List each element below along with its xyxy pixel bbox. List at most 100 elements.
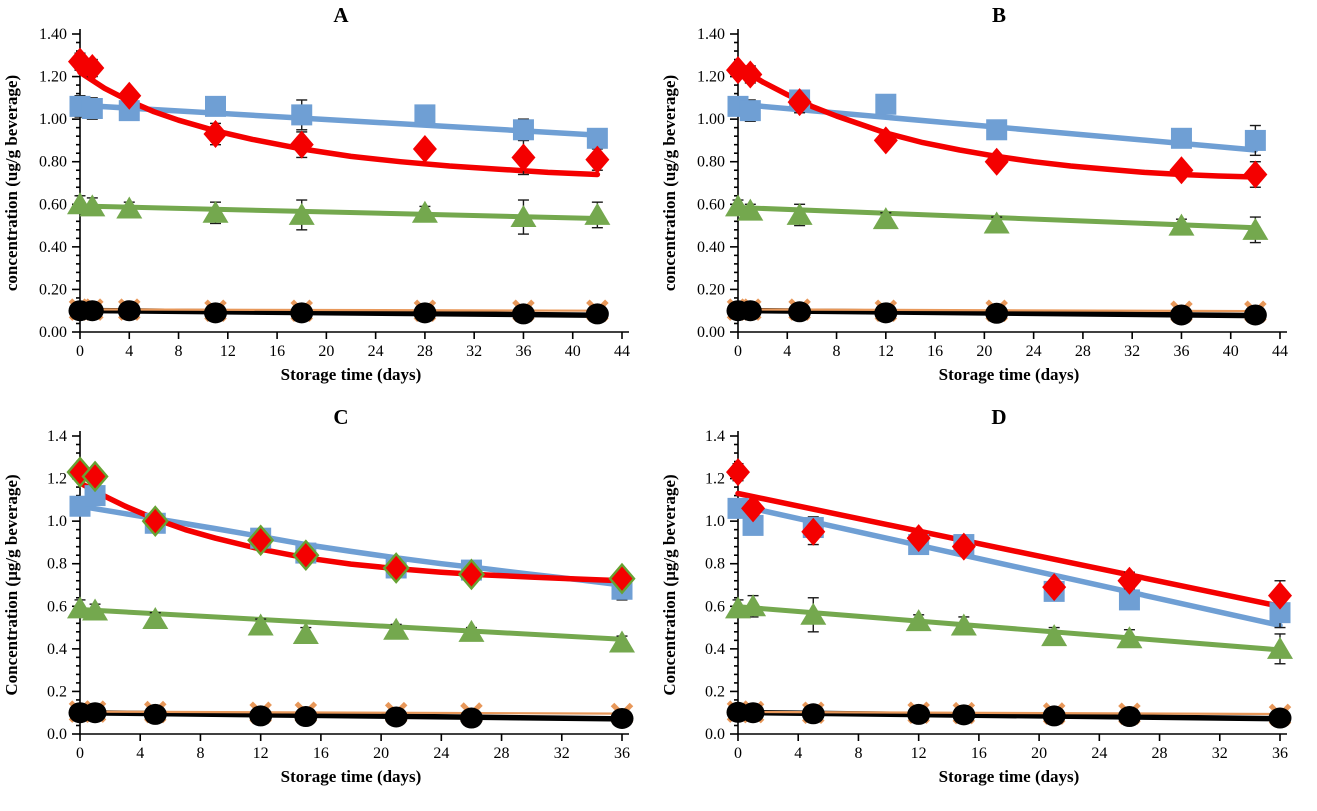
trend-blue-square	[77, 102, 601, 138]
x-tick-label: 24	[368, 343, 384, 360]
x-tick-label: 36	[1173, 343, 1189, 360]
y-tick-label: 1.4	[705, 428, 725, 445]
trend-orange-x	[78, 308, 599, 312]
trend-green-triangle	[735, 604, 1283, 653]
y-tick-label: 0.6	[705, 598, 725, 615]
series-blue-square	[69, 485, 633, 600]
x-tick-label: 36	[1272, 745, 1288, 762]
y-tick-label: 0.80	[39, 154, 67, 171]
y-tick-label: 0.4	[705, 641, 725, 658]
y-tick-label: 0.20	[39, 281, 67, 298]
x-tick-label: 0	[734, 745, 742, 762]
x-axis-title: Storage time (days)	[281, 365, 422, 384]
x-axis-title: Storage time (days)	[939, 767, 1080, 786]
y-tick-label: 0.0	[705, 726, 725, 743]
trend-orange-x	[78, 710, 624, 715]
y-tick-label: 1.20	[39, 69, 67, 86]
error-bars	[74, 52, 603, 319]
series-black-circle	[68, 702, 634, 729]
error-bars	[74, 465, 628, 724]
y-tick-label: 1.00	[697, 111, 725, 128]
series-red-diamond	[726, 56, 1268, 189]
trend-black-circle	[77, 709, 625, 722]
series-red-diamond	[726, 458, 1292, 610]
x-axis-title: Storage time (days)	[281, 767, 422, 786]
x-tick-label: 20	[976, 343, 992, 360]
series-black-circle	[726, 701, 1292, 729]
x-tick-label: 16	[971, 745, 987, 762]
x-tick-label: 28	[417, 343, 433, 360]
panel-title: D	[991, 405, 1006, 429]
y-tick-label: 0.2	[705, 683, 725, 700]
y-tick-label: 0.4	[47, 641, 67, 658]
y-tick-label: 0.60	[39, 196, 67, 213]
x-tick-label: 12	[253, 745, 269, 762]
y-tick-label: 1.40	[39, 26, 67, 43]
x-tick-label: 20	[318, 343, 334, 360]
y-tick-label: 0.0	[47, 726, 67, 743]
y-tick-label: 0.6	[47, 598, 67, 615]
y-tick-label: 0.40	[39, 239, 67, 256]
x-tick-label: 4	[136, 745, 144, 762]
axes	[730, 431, 1287, 741]
panel-B: B 0.00 0.20 0.40 0.60 0.80 1.00 1.20 1.40 0 4 8 12 16…	[658, 2, 1316, 404]
panel-A-chart: A 0.00 0.20 0.40 0.60 0.80 1.00 1.20 1.40 0 4 8 12 16…	[2, 3, 630, 384]
y-tick-label: 1.40	[697, 26, 725, 43]
panel-A: A 0.00 0.20 0.40 0.60 0.80 1.00 1.20 1.40 0 4 8 12 16…	[0, 2, 658, 404]
x-tick-label: 4	[794, 745, 802, 762]
series-black-circle	[68, 300, 609, 325]
y-axis-title: concentration (ug/g beverage)	[2, 75, 21, 291]
y-tick-label: 1.4	[47, 428, 67, 445]
x-tick-label: 40	[1223, 343, 1239, 360]
y-tick-label: 1.00	[39, 111, 67, 128]
x-tick-label: 0	[734, 343, 742, 360]
x-tick-label: 12	[220, 343, 236, 360]
trend-black-circle	[77, 307, 601, 318]
axes	[72, 29, 629, 339]
x-tick-label: 28	[1075, 343, 1091, 360]
x-tick-label: 12	[911, 745, 927, 762]
y-tick-label: 1.0	[705, 513, 725, 530]
series-green-triangle	[725, 594, 1293, 659]
series-black-circle	[726, 300, 1267, 326]
trend-blue-square	[735, 502, 1283, 629]
x-tick-label: 16	[313, 745, 329, 762]
y-tick-label: 0.20	[697, 281, 725, 298]
y-tick-label: 0.00	[39, 324, 67, 341]
series-green-triangle	[67, 192, 611, 228]
y-tick-label: 0.8	[47, 556, 67, 573]
series-red-diamond	[68, 47, 610, 174]
x-tick-label: 44	[1272, 343, 1288, 360]
x-tick-label: 4	[783, 343, 791, 360]
x-tick-label: 16	[927, 343, 943, 360]
x-tick-label: 32	[466, 343, 482, 360]
x-tick-label: 24	[1091, 745, 1107, 762]
y-tick-label: 0.8	[705, 556, 725, 573]
panel-B-chart: B 0.00 0.20 0.40 0.60 0.80 1.00 1.20 1.40 0 4 8 12 16…	[660, 3, 1288, 384]
trend-red-diamond	[77, 480, 625, 584]
x-tick-label: 24	[1026, 343, 1042, 360]
y-tick-label: 0.60	[697, 196, 725, 213]
y-tick-label: 1.20	[697, 69, 725, 86]
x-tick-label: 4	[125, 343, 133, 360]
series-blue-square	[69, 95, 608, 149]
panel-title: B	[992, 3, 1006, 27]
error-bars	[732, 63, 1261, 319]
panel-C-chart: C 0.0 0.2 0.4 0.6 0.8 1.0 1.2 1.4 0 4 8 12 16 20 24 28 32…	[2, 405, 636, 786]
x-tick-label: 36	[515, 343, 531, 360]
x-tick-label: 28	[494, 745, 510, 762]
axes	[72, 431, 629, 741]
trend-green-triangle	[77, 203, 600, 221]
y-axis-title: Concentration (µg/g beverage)	[2, 474, 21, 695]
y-axis-title: Concentration (µg/g beverage)	[660, 474, 679, 695]
x-tick-label: 12	[878, 343, 894, 360]
trend-green-triangle	[77, 607, 625, 642]
panel-title: A	[333, 3, 349, 27]
panel-D-chart: D 0.0 0.2 0.4 0.6 0.8 1.0 1.2 1.4 0 4 8 12 16 20 24 28 32…	[660, 405, 1293, 786]
trend-black-circle	[735, 709, 1283, 722]
x-tick-label: 0	[76, 745, 84, 762]
y-tick-label: 1.0	[47, 513, 67, 530]
x-tick-label: 16	[269, 343, 285, 360]
series-red-diamond	[66, 456, 636, 595]
